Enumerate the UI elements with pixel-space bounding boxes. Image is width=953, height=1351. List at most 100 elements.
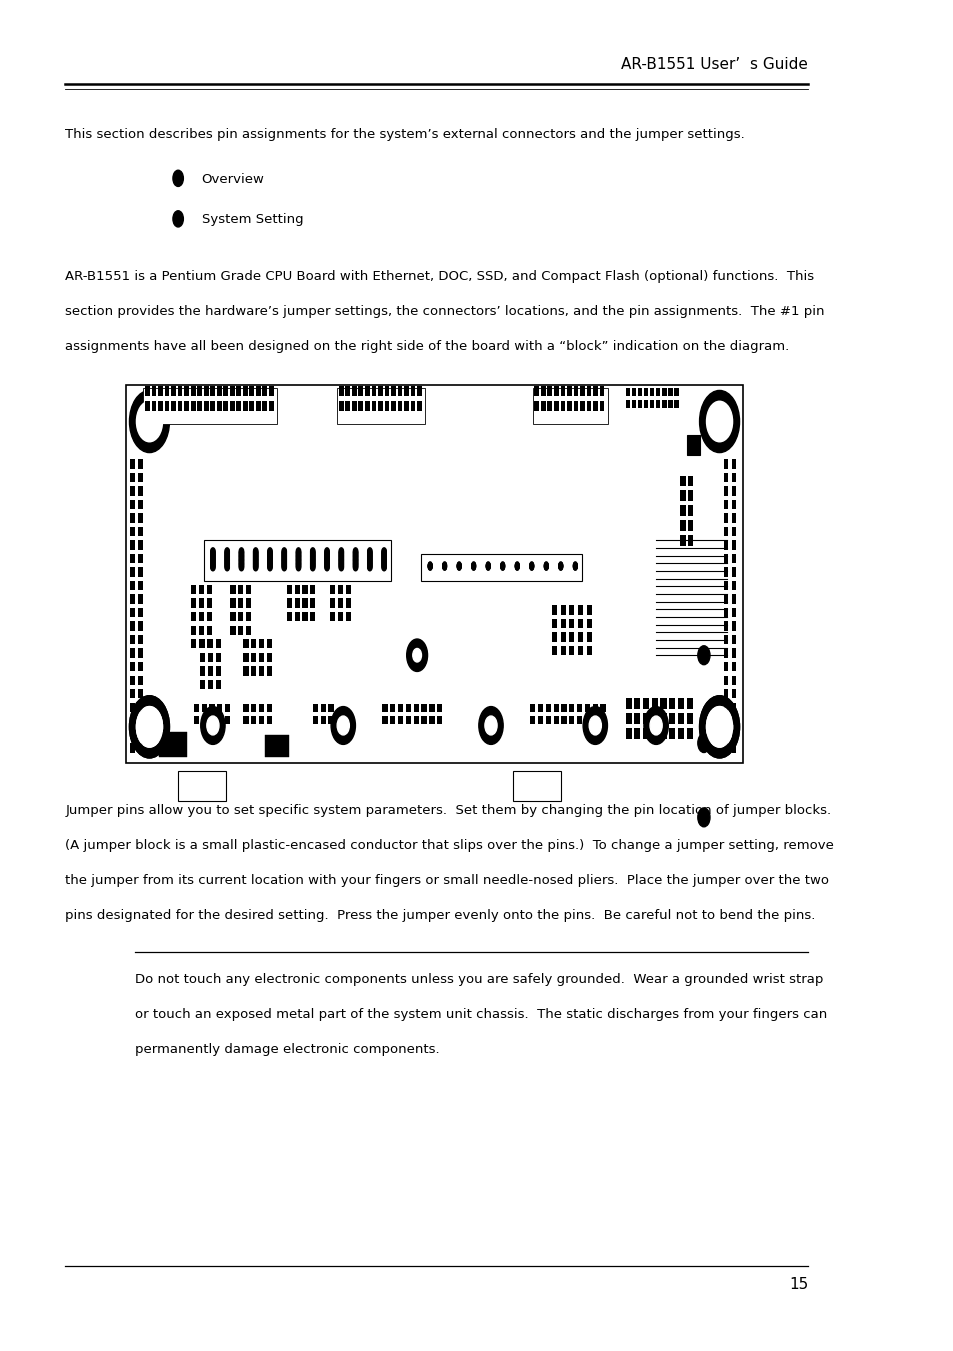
- Circle shape: [442, 563, 446, 569]
- Circle shape: [253, 551, 257, 558]
- Circle shape: [239, 559, 243, 567]
- Bar: [674, 400, 678, 408]
- Circle shape: [457, 565, 460, 570]
- Bar: [731, 689, 736, 698]
- Circle shape: [130, 696, 170, 758]
- Bar: [723, 730, 727, 739]
- Bar: [258, 639, 264, 648]
- Circle shape: [353, 549, 357, 555]
- Circle shape: [325, 558, 329, 565]
- Bar: [687, 520, 693, 531]
- Circle shape: [381, 553, 386, 559]
- Bar: [337, 612, 343, 621]
- Circle shape: [353, 559, 357, 567]
- Bar: [436, 716, 442, 724]
- Circle shape: [211, 557, 214, 565]
- Bar: [631, 400, 636, 408]
- Bar: [593, 386, 598, 396]
- Bar: [251, 639, 256, 648]
- Circle shape: [643, 707, 668, 744]
- Bar: [545, 704, 551, 712]
- Bar: [138, 703, 142, 712]
- Bar: [377, 401, 382, 411]
- Circle shape: [282, 562, 286, 570]
- Bar: [569, 646, 574, 655]
- Circle shape: [353, 554, 357, 562]
- Circle shape: [239, 550, 243, 557]
- Bar: [651, 698, 658, 709]
- Bar: [310, 585, 315, 594]
- Circle shape: [515, 562, 518, 567]
- Circle shape: [225, 549, 229, 555]
- Circle shape: [268, 561, 272, 567]
- Bar: [390, 716, 395, 724]
- Circle shape: [136, 401, 162, 442]
- Circle shape: [253, 554, 257, 561]
- Circle shape: [442, 563, 446, 569]
- Bar: [159, 732, 187, 757]
- Circle shape: [530, 563, 533, 569]
- Bar: [138, 608, 142, 617]
- Bar: [302, 612, 307, 621]
- Circle shape: [338, 558, 343, 565]
- Bar: [678, 698, 683, 709]
- Circle shape: [311, 565, 314, 571]
- Bar: [731, 730, 736, 739]
- Circle shape: [225, 562, 229, 570]
- Circle shape: [428, 563, 432, 569]
- Circle shape: [367, 553, 372, 559]
- Bar: [391, 401, 395, 411]
- Bar: [638, 388, 641, 396]
- Bar: [404, 401, 409, 411]
- Circle shape: [367, 561, 372, 567]
- Bar: [687, 505, 693, 516]
- Circle shape: [530, 565, 533, 570]
- Bar: [530, 704, 535, 712]
- Bar: [193, 704, 199, 712]
- Circle shape: [325, 553, 329, 559]
- Bar: [656, 400, 659, 408]
- Bar: [674, 388, 678, 396]
- Bar: [215, 666, 220, 676]
- Bar: [679, 476, 685, 486]
- Bar: [191, 612, 196, 621]
- Bar: [217, 704, 222, 712]
- Circle shape: [282, 550, 286, 557]
- Bar: [255, 401, 260, 411]
- Bar: [352, 386, 356, 396]
- Circle shape: [325, 554, 329, 562]
- Text: (A jumper block is a small plastic-encased conductor that slips over the pins.) : (A jumper block is a small plastic-encas…: [65, 839, 833, 852]
- Bar: [537, 716, 542, 724]
- Circle shape: [544, 565, 547, 570]
- Bar: [223, 401, 228, 411]
- Circle shape: [282, 551, 286, 558]
- Circle shape: [353, 562, 357, 570]
- Bar: [338, 401, 343, 411]
- Bar: [579, 386, 584, 396]
- Bar: [731, 581, 736, 590]
- Bar: [560, 704, 566, 712]
- Circle shape: [457, 563, 460, 569]
- Bar: [687, 535, 693, 546]
- Bar: [138, 527, 142, 536]
- Circle shape: [381, 561, 386, 567]
- Bar: [656, 388, 659, 396]
- Bar: [131, 730, 134, 739]
- Bar: [659, 698, 666, 709]
- Bar: [337, 598, 343, 608]
- Bar: [578, 619, 582, 628]
- Bar: [731, 540, 736, 550]
- Bar: [404, 386, 409, 396]
- Bar: [551, 632, 557, 642]
- Bar: [586, 646, 591, 655]
- Circle shape: [331, 707, 355, 744]
- Bar: [410, 401, 415, 411]
- Circle shape: [130, 696, 170, 758]
- Circle shape: [353, 557, 357, 565]
- Bar: [131, 554, 134, 563]
- Bar: [216, 386, 221, 396]
- Text: AR-B1551 User’  s Guide: AR-B1551 User’ s Guide: [620, 57, 807, 72]
- Bar: [238, 585, 243, 594]
- Circle shape: [268, 554, 272, 561]
- Bar: [246, 598, 251, 608]
